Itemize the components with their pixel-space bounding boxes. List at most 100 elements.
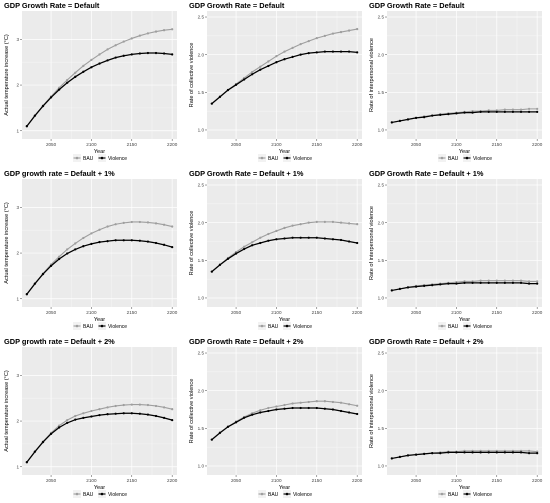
violence-data-point [283, 58, 286, 61]
violence-data-point [527, 110, 531, 114]
bau-data-point [495, 279, 498, 282]
violence-data-point [347, 50, 351, 53]
violence-data-point [210, 438, 213, 441]
x-tick-label: 2050 [46, 310, 57, 315]
bau-data-point [162, 406, 166, 409]
violence-data-point [503, 451, 507, 454]
violence-data-point [98, 62, 101, 65]
violence-data-point [218, 95, 222, 98]
x-axis-label: Year [279, 485, 290, 491]
legend-marker-violence [465, 324, 469, 328]
legend-marker-violence [100, 492, 104, 496]
violence-data-point [146, 240, 150, 243]
panel-title: GDP growth rate = Default + 2% [4, 337, 115, 346]
chart-panel: GDP Growth Rate = Default + 1% 2050 2100 21… [189, 169, 363, 330]
violence-data-point [339, 50, 343, 53]
bau-data-point [171, 225, 174, 228]
violence-data-point [106, 413, 109, 416]
violence-data-point [171, 245, 174, 249]
x-tick-label: 2100 [271, 142, 282, 147]
legend: BAU Violence [438, 490, 492, 498]
bau-data-point [307, 221, 310, 224]
violence-data-point [307, 406, 310, 410]
violence-data-point [339, 238, 343, 242]
bau-data-point [122, 221, 125, 225]
plot-background [387, 347, 542, 475]
bau-data-point [57, 424, 61, 427]
y-tick-label: 2 [16, 83, 19, 88]
y-tick-label: 1.0 [198, 128, 205, 133]
legend-marker-violence [100, 324, 104, 328]
y-tick-label: 2.5 [198, 15, 205, 20]
legend: BAU Violence [438, 154, 492, 162]
violence-data-point [259, 68, 262, 71]
x-axis-label: Year [94, 485, 105, 491]
violence-data-point [527, 452, 531, 455]
violence-data-point [122, 239, 125, 242]
bau-data-point [82, 412, 85, 415]
x-tick-label: 2100 [86, 310, 97, 315]
panel-title: GDP Growth Rate = Default [369, 1, 465, 10]
bau-data-point [299, 223, 302, 226]
x-axis-label: Year [279, 317, 290, 323]
bau-data-point [315, 400, 318, 403]
violence-data-point [315, 51, 318, 54]
bau-data-point [74, 242, 77, 245]
x-tick-label: 2100 [86, 142, 97, 147]
violence-data-point [439, 452, 442, 455]
violence-data-point [66, 421, 69, 425]
y-tick-label: 2 [16, 251, 19, 256]
violence-data-point [162, 243, 166, 246]
violence-data-point [122, 412, 125, 415]
bau-data-point [283, 50, 286, 53]
violence-data-point [455, 112, 458, 115]
x-tick-label: 2100 [451, 310, 462, 315]
bau-data-point [511, 279, 515, 282]
violence-data-point [162, 416, 166, 420]
bau-data-point [146, 221, 150, 224]
violence-data-point [511, 110, 515, 114]
bau-data-point [519, 279, 523, 282]
violence-data-point [455, 282, 458, 285]
y-tick-label: 2.0 [198, 220, 205, 225]
violence-data-point [114, 412, 117, 415]
x-tick-label: 2050 [231, 310, 242, 315]
violence-data-point [74, 75, 77, 78]
violence-data-point [331, 238, 335, 241]
violence-data-point [487, 281, 490, 285]
violence-data-point [307, 52, 310, 55]
bau-data-point [299, 401, 302, 404]
bau-data-point [251, 70, 254, 74]
y-tick-label: 1.0 [378, 296, 385, 301]
legend-marker-violence [285, 156, 289, 160]
y-tick-label: 1 [16, 296, 19, 301]
x-tick-label: 2150 [312, 310, 323, 315]
legend-label-bau: BAU [268, 156, 279, 162]
bau-data-point [356, 27, 359, 31]
violence-data-point [323, 407, 327, 410]
bau-data-point [291, 224, 294, 227]
y-tick-label: 3 [16, 205, 19, 210]
violence-data-point [299, 236, 302, 239]
y-axis-label: Rate of collective violence [189, 379, 195, 444]
panel-title: GDP Growth Rate = Default + 2% [369, 337, 484, 346]
violence-data-point [463, 111, 466, 114]
legend-marker-violence [465, 156, 469, 160]
x-axis-label: Year [459, 149, 470, 155]
y-tick-label: 1.5 [198, 90, 205, 95]
bau-data-point [331, 400, 335, 404]
y-tick-label: 1.0 [378, 128, 385, 133]
violence-data-point [471, 451, 474, 454]
legend: BAU Violence [73, 154, 127, 162]
violence-data-point [33, 450, 37, 453]
chart-panel: GDP Growth Rate = Default 2050 2100 2150 220… [4, 1, 178, 162]
x-tick-label: 2200 [167, 310, 178, 315]
violence-data-point [154, 241, 158, 245]
violence-data-point [259, 411, 262, 414]
violence-data-point [406, 286, 410, 289]
violence-data-point [414, 453, 418, 456]
x-tick-label: 2050 [411, 478, 422, 483]
violence-data-point [519, 281, 523, 285]
x-tick-label: 2050 [231, 478, 242, 483]
x-axis-label: Year [459, 317, 470, 323]
